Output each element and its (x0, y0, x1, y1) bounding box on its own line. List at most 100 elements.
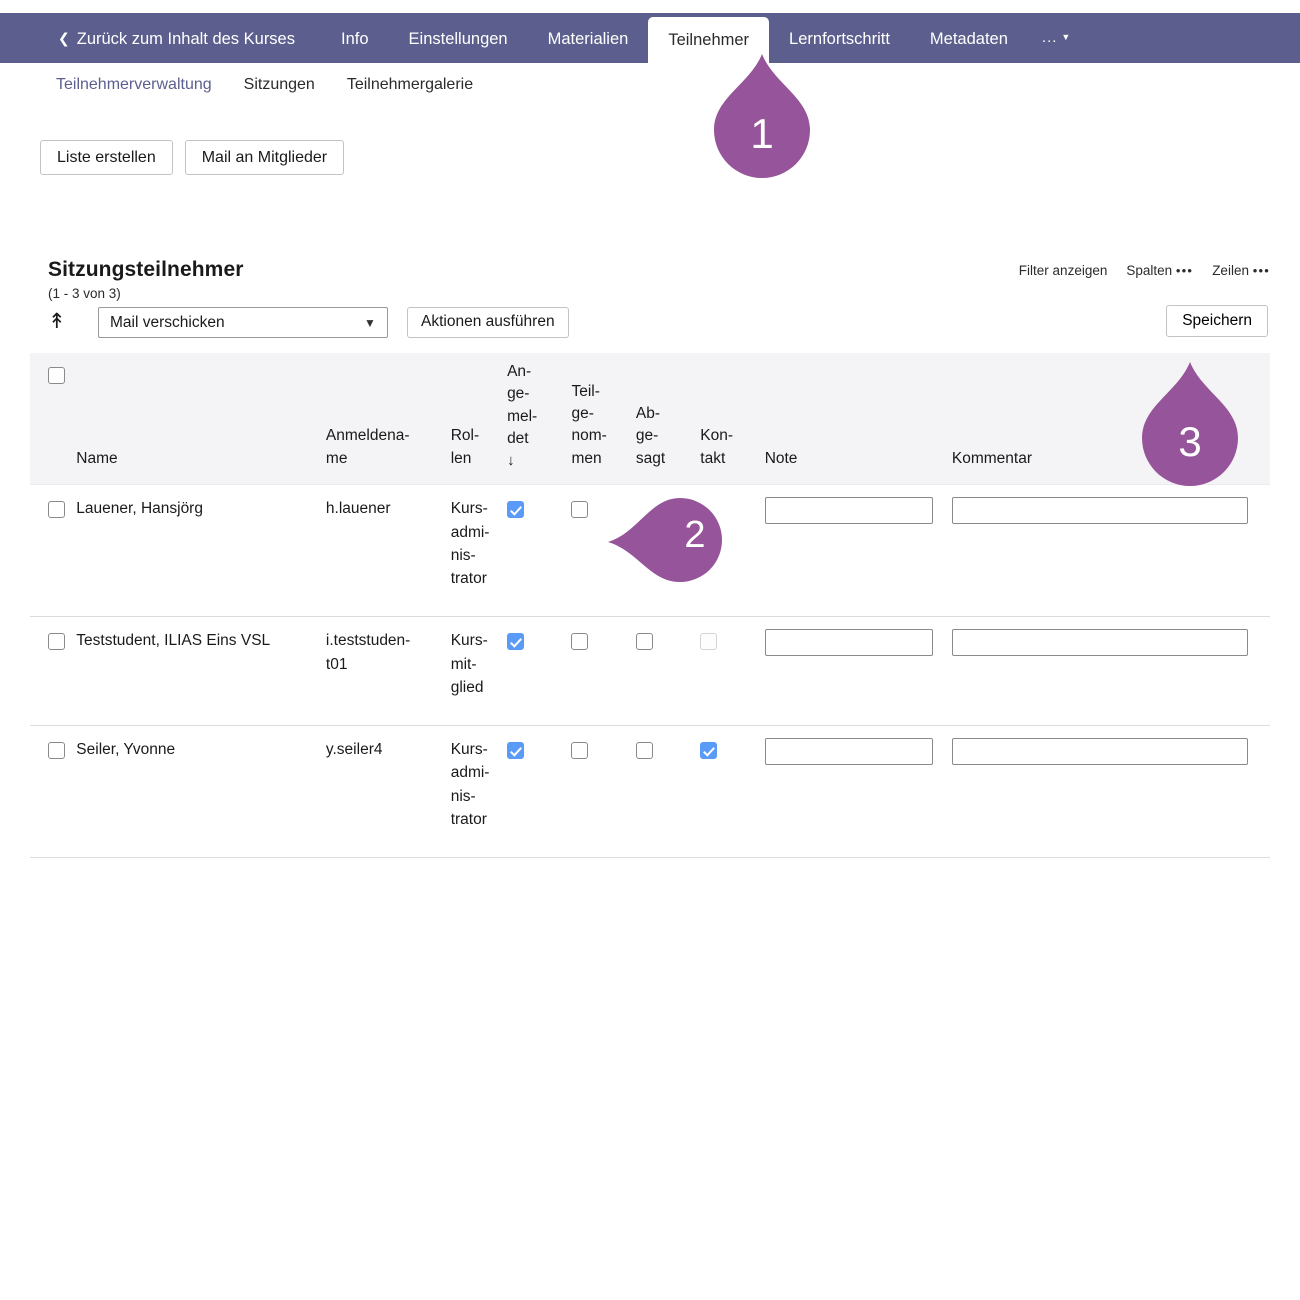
tab-teilnehmer[interactable]: Teilnehmer (648, 16, 770, 63)
header-roles[interactable]: Rol- len (450, 353, 508, 485)
cell-comment (951, 725, 1270, 859)
row-select-cell (30, 484, 77, 618)
registered-checkbox[interactable] (507, 741, 525, 759)
rows-label: Zeilen (1212, 263, 1249, 278)
note-input[interactable] (764, 629, 933, 657)
record-count: (1 - 3 von 3) (48, 286, 121, 301)
cell-comment (951, 484, 1270, 618)
cell-role: Kurs- mit- glied (450, 616, 508, 727)
contact-checkbox[interactable] (700, 741, 718, 759)
cell-login: y.seiler4 (325, 725, 451, 859)
header-cancelled[interactable]: Ab- ge- sagt (635, 353, 701, 485)
overflow-dots-label: ... (1041, 29, 1058, 46)
comment-input[interactable] (951, 738, 1248, 766)
rows-dots-icon: ••• (1252, 263, 1270, 278)
sort-arrow-icon: ↟ (48, 310, 66, 333)
select-all-checkbox[interactable] (48, 367, 65, 385)
note-input[interactable] (764, 497, 933, 525)
cell-cancelled (635, 616, 701, 727)
cell-note (764, 484, 952, 618)
callout-marker-1: 1 (714, 54, 810, 184)
cell-login: i.teststuden- t01 (325, 616, 451, 727)
main-navigation-bar: ❮ Zurück zum Inhalt des Kurses Info Einst… (0, 13, 1300, 63)
row-select-cell (30, 725, 77, 859)
participated-checkbox[interactable] (571, 632, 589, 650)
cell-note (764, 616, 952, 727)
cell-cancelled (635, 725, 701, 859)
comment-input[interactable] (951, 497, 1248, 525)
table-header-row: Name Anmeldena- me Rol- len An- ge- mel-… (30, 353, 1270, 485)
cell-note (764, 725, 952, 859)
table-toolbar: ↟ Mail verschicken ▼ Aktionen ausführen … (48, 263, 1270, 351)
select-all-header (30, 353, 77, 485)
cancelled-checkbox[interactable] (635, 741, 653, 759)
subnav-item-teilnehmerverwaltung[interactable]: Teilnehmerverwaltung (56, 76, 212, 93)
cell-comment (951, 616, 1270, 727)
cell-participated (571, 484, 636, 618)
create-list-button[interactable]: Liste erstellen (40, 140, 173, 176)
row-select-cell (30, 616, 77, 727)
session-participants-panel: Sitzungsteilnehmer (1 - 3 von 3) ↟ Mail … (30, 258, 1270, 859)
participated-checkbox[interactable] (571, 741, 589, 759)
cell-role: Kurs- admi- nis- trator (450, 484, 508, 618)
registered-checkbox[interactable] (507, 632, 525, 650)
table-row: Seiler, Yvonne y.seiler4 Kurs- admi- nis… (30, 725, 1270, 859)
columns-label: Spalten (1126, 263, 1173, 278)
header-note[interactable]: Note (764, 353, 952, 485)
cell-registered (507, 484, 572, 618)
back-to-course-link[interactable]: ❮ Zurück zum Inhalt des Kurses (58, 30, 295, 64)
callout-number-1: 1 (750, 110, 774, 157)
cell-name: Lauener, Hansjörg (76, 484, 326, 618)
bulk-action-select[interactable]: Mail verschicken (98, 307, 388, 338)
execute-actions-button[interactable]: Aktionen ausführen (407, 307, 569, 338)
chevron-down-icon: ▼ (1061, 32, 1072, 42)
cell-registered (507, 616, 572, 727)
participated-checkbox[interactable] (571, 500, 589, 518)
tab-materialien[interactable]: Materialien (547, 29, 629, 48)
row-select-checkbox[interactable] (48, 632, 65, 650)
cell-role: Kurs- admi- nis- trator (450, 725, 508, 859)
header-registered[interactable]: An- ge- mel- det ↓ (507, 353, 572, 485)
tab-einstellungen[interactable]: Einstellungen (408, 29, 508, 48)
row-select-checkbox[interactable] (48, 741, 65, 759)
cell-contact (700, 484, 765, 618)
comment-input[interactable] (951, 629, 1248, 657)
header-comment[interactable]: Kommentar (951, 353, 1270, 485)
header-contact[interactable]: Kon- takt (700, 353, 765, 485)
table-header: Name Anmeldena- me Rol- len An- ge- mel-… (30, 353, 1270, 485)
table-view-options: Filter anzeigen Spalten ••• Zeilen ••• (1019, 263, 1270, 278)
tab-metadaten[interactable]: Metadaten (929, 29, 1008, 48)
sub-navigation: Teilnehmerverwaltung Sitzungen Teilnehme… (56, 76, 473, 94)
sort-descending-icon: ↓ (507, 451, 515, 469)
note-input[interactable] (764, 738, 933, 766)
page-action-bar: Liste erstellen Mail an Mitglieder (40, 140, 345, 176)
columns-option[interactable]: Spalten ••• (1126, 263, 1193, 278)
tab-lernfortschritt[interactable]: Lernfortschritt (789, 29, 890, 48)
subnav-item-teilnehmergalerie[interactable]: Teilnehmergalerie (346, 76, 474, 93)
mail-to-members-button[interactable]: Mail an Mitglieder (184, 140, 345, 176)
subnav-item-sitzungen[interactable]: Sitzungen (243, 76, 315, 93)
cell-participated (571, 725, 636, 859)
cell-name: Teststudent, ILIAS Eins VSL (76, 616, 326, 727)
registered-checkbox[interactable] (507, 500, 525, 518)
header-participated[interactable]: Teil- ge- nom- men (571, 353, 636, 485)
header-name[interactable]: Name (76, 353, 326, 485)
tab-info[interactable]: Info (341, 29, 369, 48)
row-select-checkbox[interactable] (48, 500, 65, 518)
cancelled-checkbox[interactable] (635, 632, 653, 650)
cell-participated (571, 616, 636, 727)
participants-table: Name Anmeldena- me Rol- len An- ge- mel-… (30, 353, 1270, 859)
header-login[interactable]: Anmeldena- me (325, 353, 451, 485)
cell-contact (700, 616, 765, 727)
contact-checkbox (700, 632, 718, 650)
show-filter-link[interactable]: Filter anzeigen (1018, 263, 1108, 278)
rows-option[interactable]: Zeilen ••• (1212, 263, 1270, 278)
header-registered-label: An- ge- mel- det (507, 363, 538, 448)
table-body: Lauener, Hansjörg h.lauener Kurs- admi- … (30, 484, 1270, 859)
page-title: Sitzungsteilnehmer (48, 258, 244, 281)
tab-overflow-menu[interactable]: ... ▼ (1028, 29, 1079, 63)
table-row: Lauener, Hansjörg h.lauener Kurs- admi- … (30, 484, 1270, 618)
cell-login: h.lauener (325, 484, 451, 618)
save-button[interactable]: Speichern (1166, 305, 1268, 337)
cell-registered (507, 725, 572, 859)
